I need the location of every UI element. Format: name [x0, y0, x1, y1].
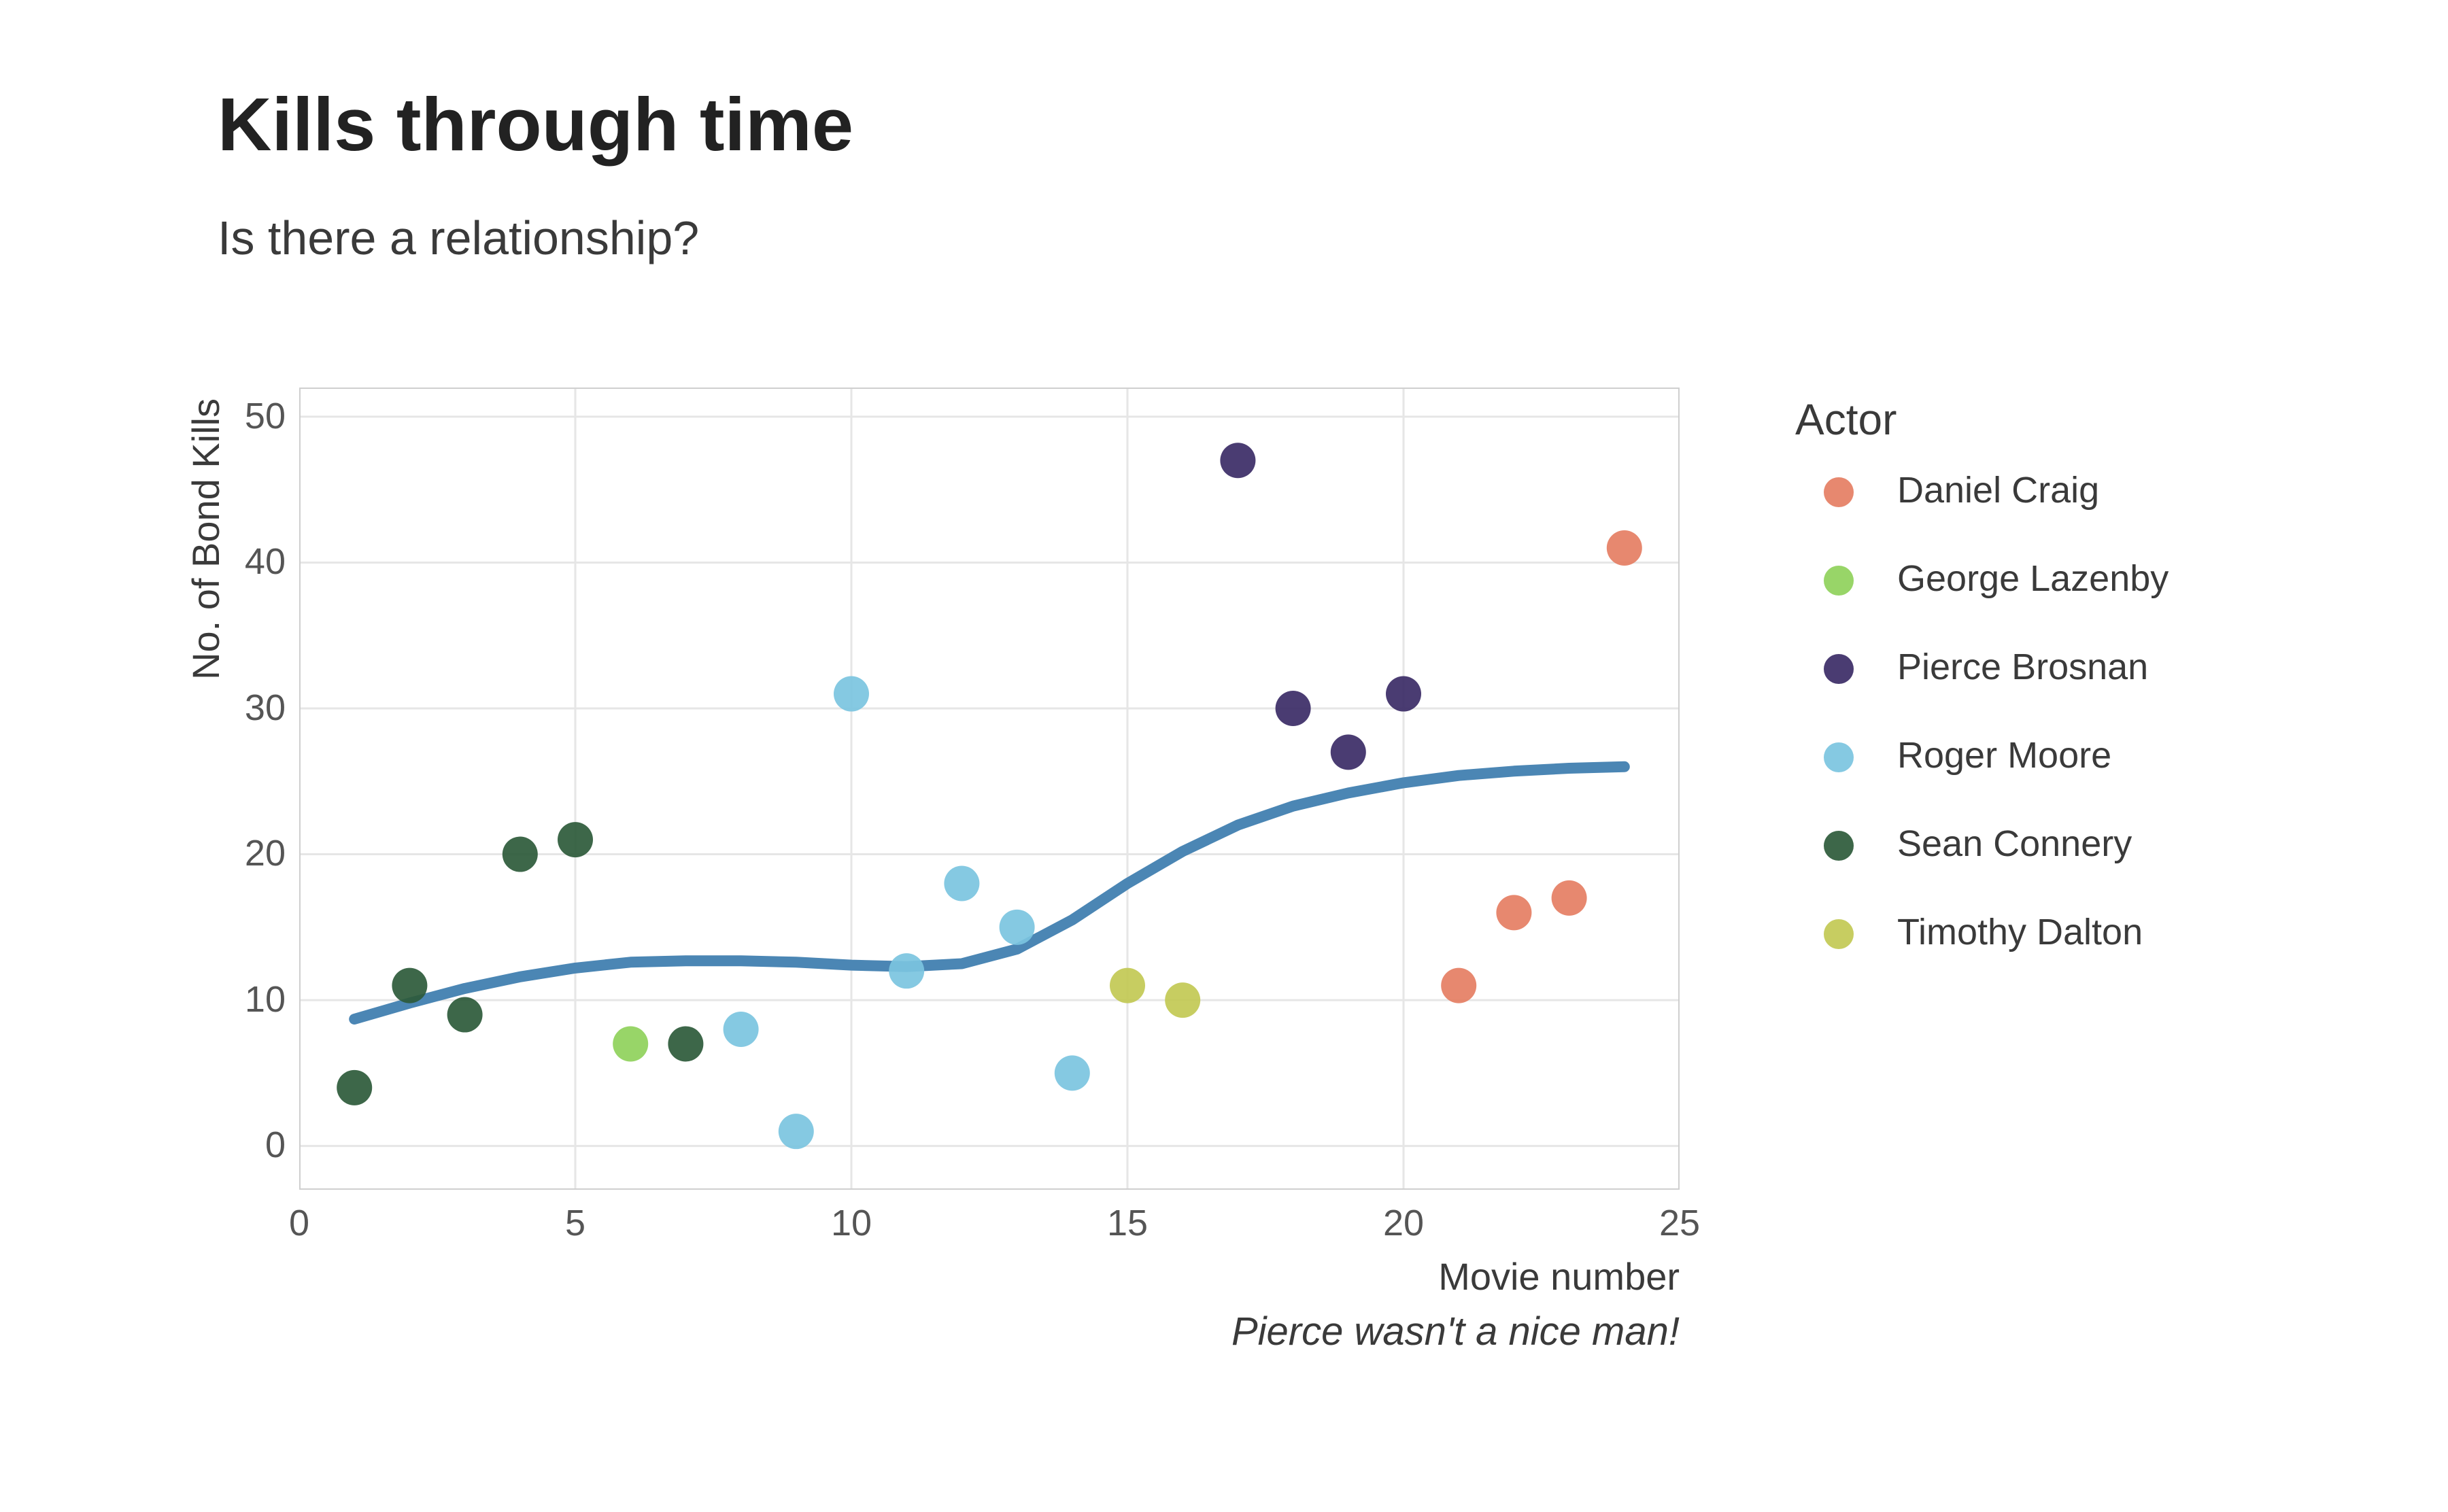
legend-item-label: Daniel Craig	[1897, 469, 2099, 511]
data-point	[1000, 910, 1035, 945]
chart-subtitle: Is there a relationship?	[218, 211, 699, 265]
data-point	[1607, 530, 1642, 566]
legend-key-icon	[1822, 564, 1855, 597]
data-point	[558, 822, 593, 857]
data-point	[1331, 734, 1366, 770]
data-point	[1165, 982, 1200, 1018]
legend-title: Actor	[1795, 394, 1897, 445]
y-tick-label: 10	[224, 978, 286, 1020]
legend-item-label: Timothy Dalton	[1897, 911, 2143, 953]
y-tick-label: 50	[224, 395, 286, 437]
data-point	[724, 1012, 759, 1047]
legend-key-icon	[1822, 918, 1855, 950]
data-point	[834, 676, 869, 712]
chart-caption: Pierce wasn't a nice man!	[1231, 1309, 1680, 1354]
legend-item-label: George Lazenby	[1897, 557, 2169, 600]
page-root: Kills through time Is there a relationsh…	[0, 0, 2448, 1512]
x-tick-label: 25	[1659, 1202, 1700, 1244]
legend-item-label: Roger Moore	[1897, 734, 2111, 776]
x-tick-label: 0	[279, 1202, 320, 1244]
data-point	[1552, 880, 1587, 916]
x-tick-label: 5	[555, 1202, 596, 1244]
data-point	[392, 968, 427, 1003]
data-point	[1441, 968, 1476, 1003]
legend-key-icon	[1822, 476, 1855, 509]
x-tick-label: 10	[831, 1202, 872, 1244]
x-tick-label: 15	[1107, 1202, 1148, 1244]
legend-key-icon	[1822, 741, 1855, 774]
data-point	[1055, 1055, 1090, 1090]
legend-item-label: Sean Connery	[1897, 823, 2132, 865]
legend-item-label: Pierce Brosnan	[1897, 646, 2148, 688]
data-point	[1110, 968, 1145, 1003]
data-point	[944, 865, 979, 901]
legend-key-icon	[1822, 653, 1855, 685]
data-point	[668, 1026, 703, 1061]
data-point	[613, 1026, 648, 1061]
data-point	[337, 1070, 372, 1105]
y-axis-label: No. of Bond Kills	[184, 398, 228, 680]
legend-key-icon	[1822, 829, 1855, 862]
data-point	[1386, 676, 1421, 712]
y-tick-label: 30	[224, 687, 286, 729]
data-point	[1220, 443, 1255, 478]
data-point	[1496, 895, 1531, 930]
chart-title: Kills through time	[218, 82, 853, 168]
y-tick-label: 40	[224, 540, 286, 583]
data-point	[1276, 691, 1311, 726]
y-tick-label: 20	[224, 832, 286, 874]
scatter-chart	[299, 388, 1680, 1190]
data-point	[779, 1114, 814, 1149]
y-tick-label: 0	[224, 1124, 286, 1166]
x-axis-label: Movie number	[1438, 1254, 1680, 1299]
data-point	[889, 953, 924, 989]
data-point	[503, 837, 538, 872]
x-tick-label: 20	[1383, 1202, 1424, 1244]
data-point	[447, 997, 483, 1033]
